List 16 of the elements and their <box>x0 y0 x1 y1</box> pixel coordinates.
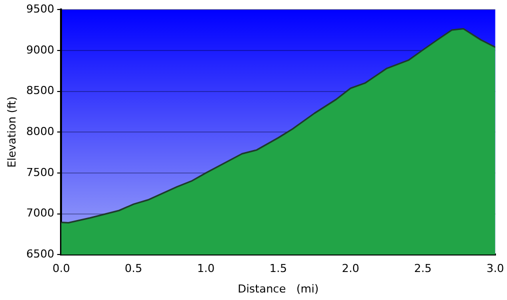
x-tick-label: 3.0 <box>486 262 504 276</box>
y-tick-label: 7500 <box>26 166 54 179</box>
x-tick-label: 2.0 <box>342 262 360 276</box>
y-tick-label: 6500 <box>26 247 54 260</box>
x-tick-label: 2.5 <box>414 262 432 276</box>
y-tick-label: 8000 <box>26 124 54 138</box>
y-tick-label: 9000 <box>26 43 54 56</box>
x-tick-label: 1.0 <box>197 262 215 276</box>
y-tick-label: 8500 <box>26 84 54 98</box>
x-tick-label: 0.5 <box>124 262 142 276</box>
x-tick-label: 1.5 <box>269 262 287 276</box>
x-tick-label: 0.0 <box>52 262 70 276</box>
y-tick-label: 7000 <box>26 206 54 220</box>
y-axis-title: Elevation (ft) <box>5 96 18 168</box>
x-axis-title: Distance (mi) <box>238 282 319 296</box>
y-tick-label: 9500 <box>26 2 54 16</box>
